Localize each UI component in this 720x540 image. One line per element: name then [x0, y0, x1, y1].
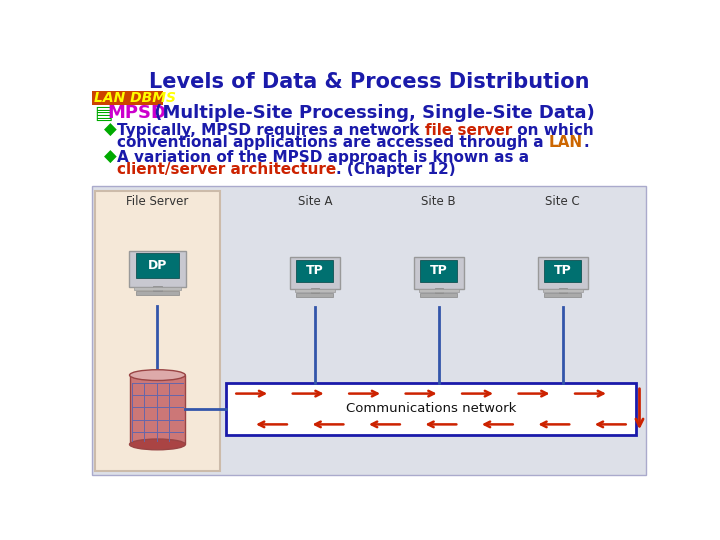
FancyBboxPatch shape: [544, 293, 581, 296]
FancyBboxPatch shape: [136, 291, 179, 295]
Text: Site B: Site B: [421, 195, 456, 208]
Text: Site A: Site A: [297, 195, 332, 208]
Text: LAN DBMS: LAN DBMS: [94, 91, 176, 105]
Text: A variation of the MPSD approach is known as a: A variation of the MPSD approach is know…: [117, 150, 529, 165]
Text: Levels of Data & Process Distribution: Levels of Data & Process Distribution: [149, 72, 589, 92]
Text: LAN: LAN: [549, 135, 583, 150]
Text: . (Chapter 12): . (Chapter 12): [336, 162, 456, 177]
Text: conventional applications are accessed through a: conventional applications are accessed t…: [117, 135, 549, 150]
Text: ◆: ◆: [104, 122, 117, 139]
Text: DP: DP: [148, 259, 167, 273]
FancyBboxPatch shape: [414, 257, 464, 289]
Text: Site C: Site C: [545, 195, 580, 208]
FancyBboxPatch shape: [290, 257, 340, 289]
Text: MPSD: MPSD: [107, 104, 166, 122]
FancyBboxPatch shape: [91, 91, 163, 105]
Text: File Server: File Server: [126, 195, 189, 208]
Text: ▤: ▤: [94, 104, 112, 123]
FancyBboxPatch shape: [543, 289, 583, 292]
Text: TP: TP: [554, 264, 572, 277]
Text: TP: TP: [306, 264, 323, 277]
FancyBboxPatch shape: [311, 288, 318, 293]
FancyBboxPatch shape: [538, 257, 588, 289]
FancyBboxPatch shape: [91, 186, 647, 475]
FancyBboxPatch shape: [435, 288, 443, 293]
FancyBboxPatch shape: [130, 375, 185, 444]
FancyBboxPatch shape: [420, 293, 457, 296]
Text: Typically, MPSD requires a network: Typically, MPSD requires a network: [117, 123, 425, 138]
FancyBboxPatch shape: [420, 260, 457, 282]
FancyBboxPatch shape: [135, 253, 179, 279]
FancyBboxPatch shape: [129, 251, 186, 287]
Text: ◆: ◆: [104, 148, 117, 166]
Text: client/server architecture: client/server architecture: [117, 162, 336, 177]
FancyBboxPatch shape: [134, 287, 181, 289]
FancyBboxPatch shape: [294, 289, 335, 292]
Ellipse shape: [130, 370, 185, 381]
Text: file server: file server: [425, 123, 512, 138]
Text: Communications network: Communications network: [346, 402, 516, 415]
FancyBboxPatch shape: [225, 383, 636, 435]
FancyBboxPatch shape: [544, 260, 582, 282]
FancyBboxPatch shape: [153, 286, 162, 291]
Text: .: .: [583, 135, 589, 150]
FancyBboxPatch shape: [297, 293, 333, 296]
Text: TP: TP: [430, 264, 448, 277]
FancyBboxPatch shape: [559, 288, 567, 293]
Text: on which: on which: [512, 123, 594, 138]
FancyBboxPatch shape: [418, 289, 459, 292]
FancyBboxPatch shape: [94, 191, 220, 470]
FancyBboxPatch shape: [296, 260, 333, 282]
Text: (Multiple-Site Processing, Single-Site Data): (Multiple-Site Processing, Single-Site D…: [148, 104, 595, 122]
Ellipse shape: [130, 439, 185, 450]
